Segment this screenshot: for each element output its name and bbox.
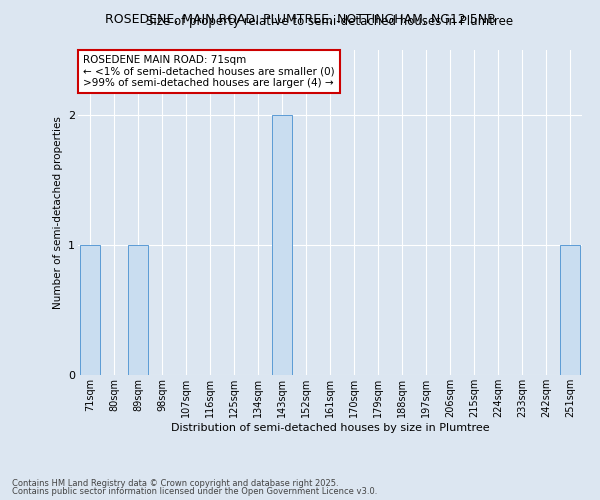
Text: Contains HM Land Registry data © Crown copyright and database right 2025.: Contains HM Land Registry data © Crown c… (12, 478, 338, 488)
Text: ROSEDENE MAIN ROAD: 71sqm
← <1% of semi-detached houses are smaller (0)
>99% of : ROSEDENE MAIN ROAD: 71sqm ← <1% of semi-… (83, 55, 335, 88)
Bar (80, 245, 100, 375)
Bar (272, 115, 292, 375)
Text: ROSEDENE, MAIN ROAD, PLUMTREE, NOTTINGHAM, NG12 5NB: ROSEDENE, MAIN ROAD, PLUMTREE, NOTTINGHA… (104, 12, 496, 26)
Bar (560, 245, 580, 375)
X-axis label: Distribution of semi-detached houses by size in Plumtree: Distribution of semi-detached houses by … (170, 422, 490, 432)
Title: Size of property relative to semi-detached houses in Plumtree: Size of property relative to semi-detach… (146, 15, 514, 28)
Y-axis label: Number of semi-detached properties: Number of semi-detached properties (53, 116, 62, 309)
Bar (128, 245, 148, 375)
Text: Contains public sector information licensed under the Open Government Licence v3: Contains public sector information licen… (12, 487, 377, 496)
